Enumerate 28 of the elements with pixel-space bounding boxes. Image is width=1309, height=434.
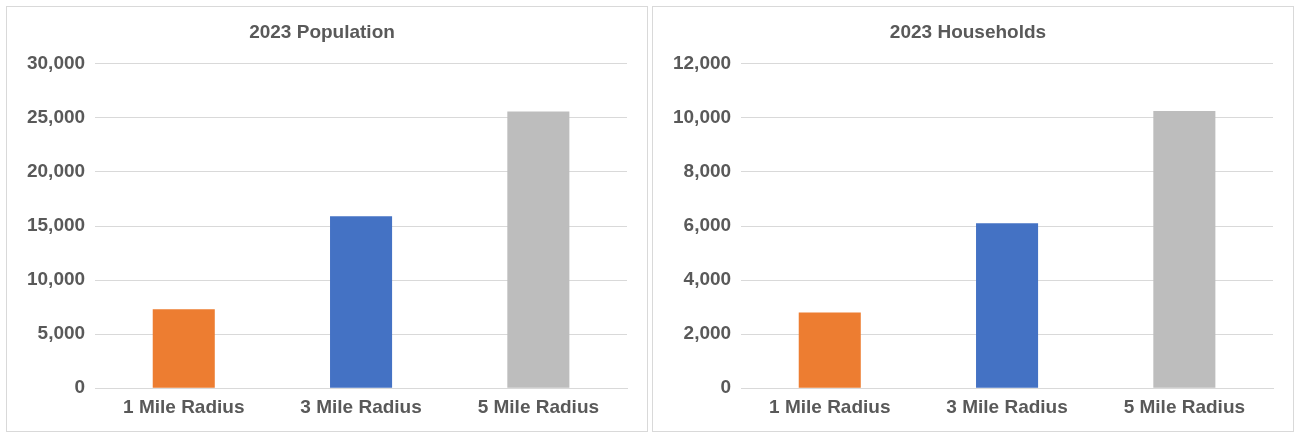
y-tick-label: 12,000: [672, 52, 732, 74]
y-tick-label: 5,000: [37, 322, 86, 344]
chart-title: 2023 Households: [889, 20, 1047, 42]
y-tick-label: 10,000: [672, 106, 732, 128]
x-tick-label: 5 Mile Radius: [477, 395, 600, 417]
x-tick-label: 3 Mile Radius: [300, 395, 422, 417]
y-tick-label: 4,000: [683, 268, 732, 290]
bar: [507, 111, 570, 388]
y-tick-label: 6,000: [683, 214, 732, 236]
bar: [152, 309, 215, 388]
y-tick-label: 0: [720, 376, 732, 398]
x-tick-label: 1 Mile Radius: [123, 395, 245, 417]
y-tick-label: 10,000: [26, 268, 86, 290]
bar: [1153, 111, 1216, 388]
x-tick-label: 5 Mile Radius: [1123, 395, 1246, 417]
y-tick-label: 20,000: [26, 160, 86, 182]
y-tick-label: 2,000: [683, 322, 732, 344]
bar: [330, 216, 393, 388]
y-tick-label: 30,000: [26, 52, 86, 74]
bar: [798, 312, 861, 388]
bar: [976, 223, 1039, 388]
y-tick-label: 0: [74, 376, 86, 398]
chart-title: 2023 Population: [249, 20, 395, 42]
y-tick-label: 25,000: [26, 106, 86, 128]
y-tick-label: 15,000: [26, 214, 86, 236]
x-tick-label: 1 Mile Radius: [769, 395, 891, 417]
x-tick-label: 3 Mile Radius: [946, 395, 1068, 417]
y-tick-label: 8,000: [683, 160, 732, 182]
